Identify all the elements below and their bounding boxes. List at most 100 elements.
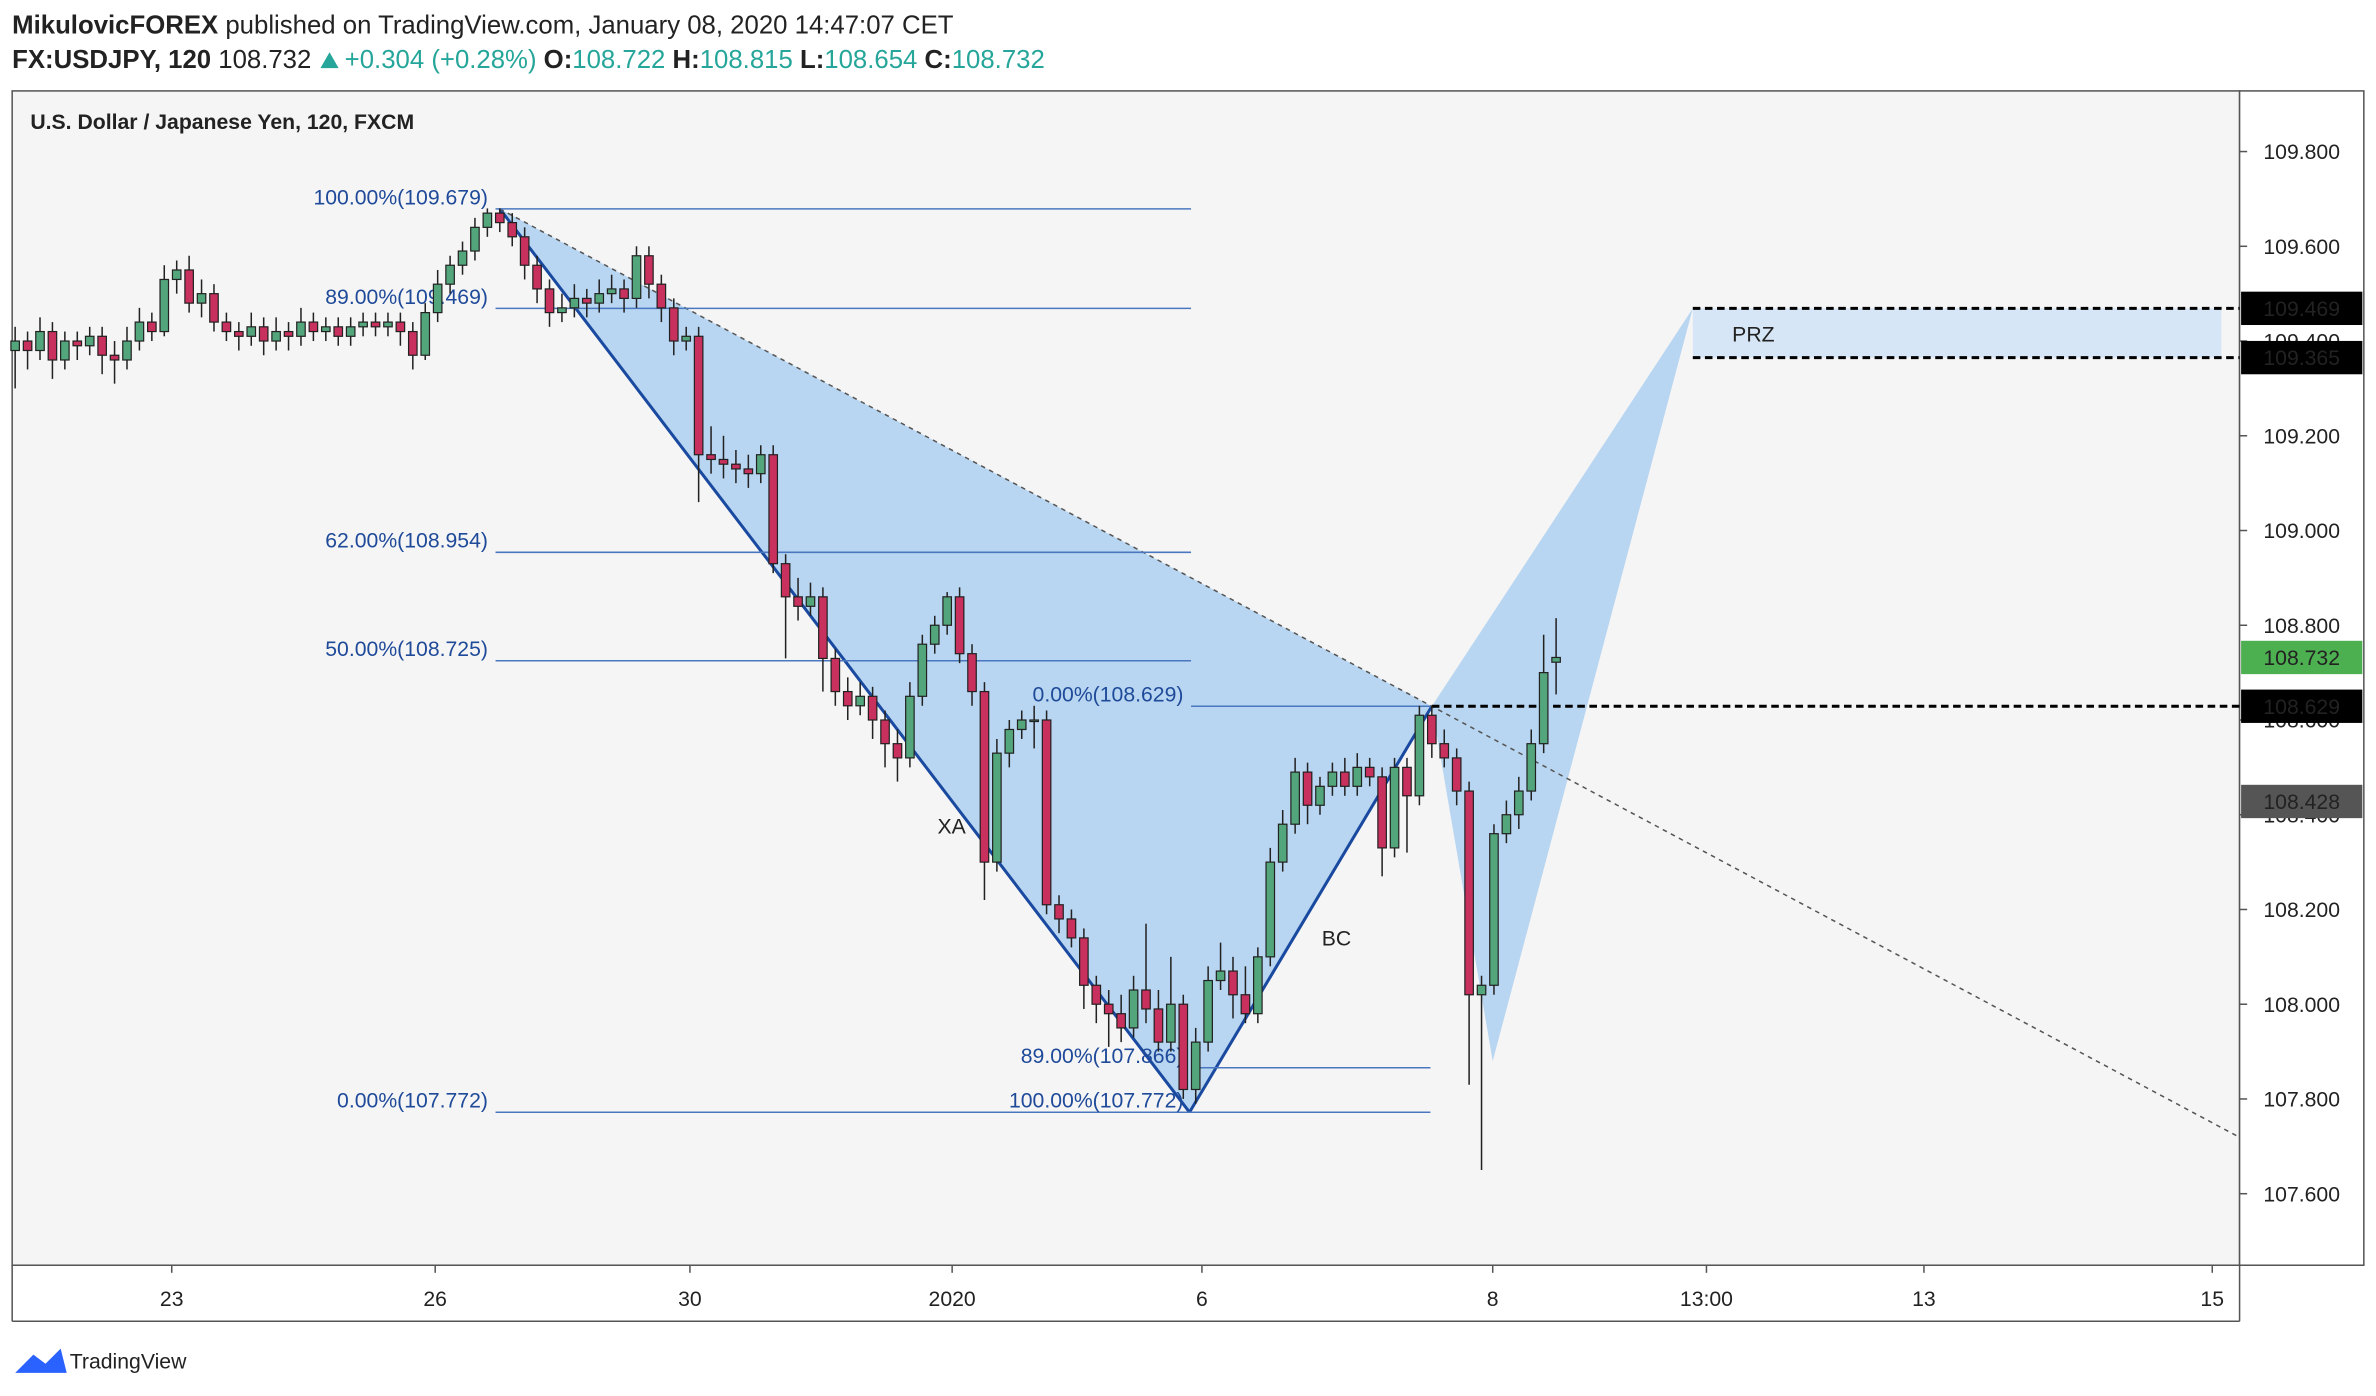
- candle-body: [97, 335, 107, 356]
- candle-body: [1464, 790, 1474, 996]
- up-arrow: [320, 52, 339, 69]
- candle-body: [159, 278, 170, 333]
- candle-body: [283, 330, 294, 337]
- price-tag: [2241, 340, 2363, 375]
- fib-label: 0.00%(107.772): [337, 1090, 488, 1113]
- candle-body: [395, 321, 406, 333]
- candle-body: [942, 596, 953, 626]
- candle-body: [743, 468, 754, 475]
- candle-body: [1004, 728, 1015, 754]
- candle-body: [445, 264, 455, 285]
- candle-body: [1029, 719, 1040, 723]
- candle-body: [1116, 1013, 1127, 1029]
- candle-body: [47, 330, 58, 361]
- candle-body: [1414, 714, 1425, 797]
- candle-body: [122, 340, 132, 361]
- price-tag-label: 108.732: [2263, 647, 2340, 670]
- fib-label: 100.00%(109.679): [313, 186, 487, 209]
- candle-body: [383, 321, 393, 328]
- price-tag: [2241, 689, 2363, 723]
- candle-body: [1079, 937, 1089, 986]
- candle-body: [196, 293, 207, 304]
- y-tick-label: 109.000: [2263, 520, 2340, 543]
- candle-body: [557, 307, 567, 314]
- candle-body: [407, 330, 418, 356]
- prz-zone: [1692, 308, 2222, 358]
- candle-body: [967, 653, 977, 693]
- x-tick-label: 15: [2200, 1288, 2224, 1311]
- symbol: FX:USDJPY, 120: [12, 46, 211, 74]
- fib-label: 0.00%(108.629): [1033, 684, 1184, 707]
- candle-body: [370, 321, 381, 328]
- candle-body: [1327, 771, 1338, 787]
- candle-body: [1091, 984, 1102, 1005]
- x-tick-label: 13: [1912, 1288, 1936, 1311]
- candle-body: [706, 454, 716, 461]
- candle-body: [606, 288, 617, 295]
- header-line2: FX:USDJPY, 120 108.732 +0.304 (+0.28%) O:…: [12, 46, 1045, 74]
- fib-label: 89.00%(109.469): [325, 286, 488, 309]
- fib-label: 89.00%(107.866): [1021, 1045, 1184, 1068]
- candle-body: [1476, 984, 1487, 996]
- y-tick-label: 107.800: [2263, 1089, 2340, 1112]
- candle-body: [631, 255, 642, 300]
- price-tag-label: 109.469: [2263, 298, 2340, 321]
- price-tag: [2241, 291, 2363, 326]
- candle-body: [221, 321, 232, 333]
- x-tick-label: 8: [1487, 1288, 1499, 1311]
- candle-body: [109, 354, 120, 361]
- candle-body: [1103, 1003, 1114, 1015]
- plot-layer: XA BC 100.00%(109.679) 89.00%(109.469) 62.00…: [10, 186, 2240, 1171]
- candle-body: [22, 340, 33, 352]
- candle-body: [830, 657, 841, 693]
- h-label: H:: [673, 46, 700, 74]
- price-axis: [2238, 90, 2365, 1266]
- candle-body: [1141, 989, 1151, 1010]
- y-tick-label: 108.200: [2263, 899, 2340, 922]
- candle-body: [1153, 1008, 1164, 1043]
- candle-body: [656, 283, 667, 309]
- candle-body: [184, 269, 194, 304]
- candle-body: [793, 596, 803, 607]
- candle-body: [1240, 994, 1251, 1015]
- candle-body: [1501, 814, 1512, 835]
- fib-label: 100.00%(107.772): [1009, 1090, 1183, 1113]
- price-tag-label: 109.365: [2263, 347, 2340, 370]
- y-tick-label: 109.800: [2263, 141, 2340, 164]
- c-label: C:: [925, 46, 952, 74]
- candle-body: [432, 283, 443, 314]
- candle-body: [507, 221, 518, 238]
- candle-body: [457, 250, 468, 266]
- chart-title: U.S. Dollar / Japanese Yen, 120, FXCM: [30, 111, 414, 134]
- candle-body: [954, 596, 965, 655]
- candle-body: [892, 743, 903, 759]
- candle-body: [72, 340, 83, 347]
- candle-body: [1538, 672, 1549, 745]
- footer-brand: TradingView: [70, 1350, 187, 1373]
- y-tick-label: 107.600: [2263, 1183, 2340, 1206]
- candle-body: [905, 695, 915, 759]
- candle-body: [494, 212, 505, 224]
- candle-body: [1016, 719, 1027, 731]
- candle-body: [1439, 743, 1450, 759]
- candle-body: [581, 297, 592, 304]
- candle-body: [805, 596, 816, 607]
- candle-body: [1290, 771, 1300, 825]
- candle-body: [880, 719, 890, 745]
- candle-body: [569, 297, 580, 309]
- x-tick-label: 26: [423, 1288, 447, 1311]
- candle-body: [134, 321, 145, 342]
- y-tick-label: 108.800: [2263, 615, 2340, 638]
- candle-body: [519, 236, 530, 266]
- candle-body: [320, 326, 331, 333]
- h-value: 108.815: [700, 46, 793, 74]
- candle-body: [296, 321, 306, 337]
- candle-body: [1513, 790, 1524, 816]
- candle-body: [271, 330, 281, 342]
- candle-body: [917, 643, 928, 697]
- pattern-label: BC: [1322, 928, 1351, 951]
- candle-body: [818, 596, 828, 660]
- fib-label: 50.00%(108.725): [325, 638, 488, 661]
- candle-body: [780, 563, 791, 598]
